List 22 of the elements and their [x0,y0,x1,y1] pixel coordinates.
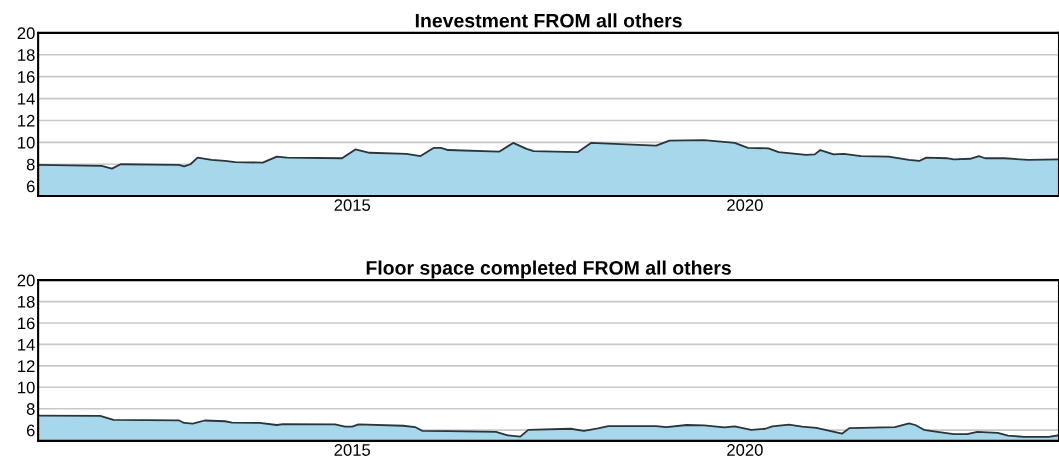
y-tick-label: 20 [17,274,35,287]
y-tick-label: 10 [18,136,35,149]
x-tick-label: 2015 [334,444,371,456]
chart-title: Floor space completed FROM all others [366,260,731,279]
y-tick-label: 10 [18,381,35,394]
y-tick-label: 8 [26,158,35,171]
y-tick-label: 12 [18,114,35,127]
y-tick-label: 6 [26,180,35,193]
y-tick-label: 12 [18,360,35,372]
x-tick-label: 2020 [727,444,763,456]
x-tick-label: 2015 [334,199,371,212]
y-tick-label: 8 [26,403,35,415]
y-tick-label: 14 [18,93,35,105]
y-tick-label: 16 [18,71,35,83]
x-tick-label: 2020 [727,199,763,212]
y-tick-label: 18 [18,49,35,61]
y-tick-label: 14 [18,338,35,351]
chart-title: Inevestment FROM all others [415,13,682,28]
y-tick-label: 18 [18,295,35,308]
y-tick-label: 6 [26,424,35,437]
y-tick-label: 16 [18,317,35,330]
y-tick-label: 20 [17,27,35,40]
